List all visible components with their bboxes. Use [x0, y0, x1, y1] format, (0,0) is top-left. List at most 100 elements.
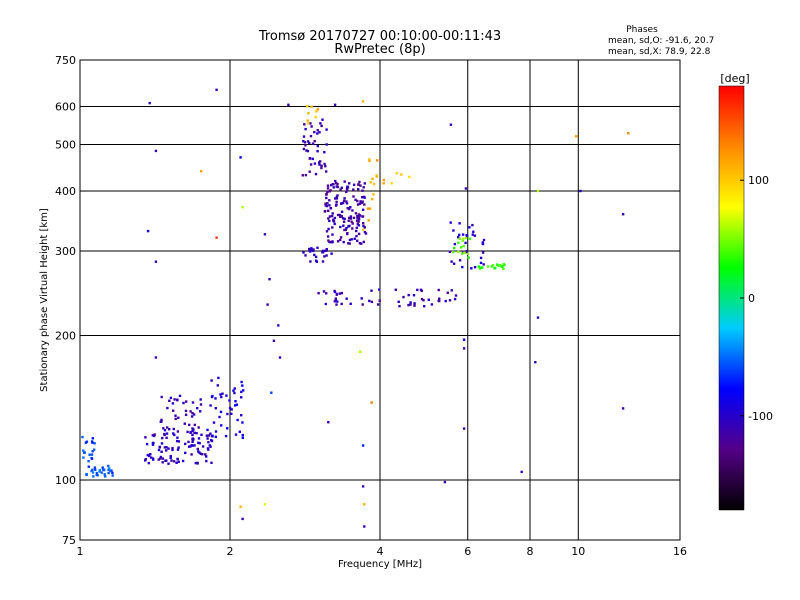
echo-point	[462, 250, 465, 254]
echo-point	[199, 398, 202, 401]
echo-point	[327, 209, 330, 212]
echo-point	[160, 442, 164, 445]
echo-point	[146, 453, 149, 457]
echo-point	[313, 130, 316, 134]
x-tick-label: 8	[527, 545, 534, 558]
echo-point	[458, 222, 461, 225]
echo-point	[90, 453, 94, 456]
echo-point	[226, 427, 229, 430]
echo-point	[444, 299, 447, 303]
echo-point	[361, 100, 365, 103]
echo-point	[348, 216, 351, 220]
echo-point	[266, 303, 269, 306]
echo-point	[339, 188, 342, 191]
echo-point	[468, 237, 472, 240]
echo-point	[408, 175, 411, 179]
echo-point	[307, 122, 310, 125]
echo-point	[413, 304, 416, 307]
echo-point	[169, 456, 172, 460]
y-tick-label: 200	[55, 330, 76, 343]
echo-point	[241, 384, 244, 387]
echo-point	[358, 180, 361, 184]
echo-point	[193, 423, 196, 427]
echo-point	[471, 223, 474, 227]
echo-point	[190, 453, 193, 456]
echo-point	[210, 379, 213, 382]
echo-point	[324, 202, 327, 205]
echo-point	[327, 227, 330, 231]
echo-point	[88, 453, 91, 456]
echo-point	[108, 467, 111, 470]
echo-point	[159, 455, 163, 459]
echo-point	[207, 441, 210, 444]
echo-point	[338, 292, 342, 295]
echo-point	[272, 339, 276, 342]
echo-point	[340, 215, 343, 218]
echo-point	[91, 437, 94, 440]
echo-point	[183, 422, 186, 425]
echo-point	[309, 260, 312, 263]
echo-point	[307, 112, 310, 115]
echo-point	[349, 302, 352, 305]
echo-point	[368, 299, 371, 303]
echo-point	[329, 206, 332, 210]
echo-point	[361, 303, 364, 306]
colorbar-tick-label: 100	[748, 174, 769, 187]
echo-point	[343, 197, 346, 200]
echo-point	[327, 217, 330, 220]
colorbar-tick-label: -100	[748, 410, 773, 423]
echo-point	[94, 468, 97, 471]
echo-point	[196, 407, 199, 410]
echo-point	[357, 213, 360, 216]
y-tick-label: 500	[55, 139, 76, 152]
echo-point	[341, 201, 345, 205]
echo-point	[191, 440, 194, 443]
echo-point	[382, 182, 385, 185]
echo-point	[316, 150, 319, 153]
echo-point	[341, 217, 345, 220]
echo-point	[338, 213, 342, 217]
echo-point	[325, 204, 329, 208]
echo-point	[145, 442, 149, 446]
echo-point	[470, 267, 473, 270]
echo-point	[352, 188, 355, 191]
echo-point	[423, 305, 426, 308]
echo-point	[361, 208, 365, 211]
echo-point	[191, 427, 194, 430]
echo-point	[160, 450, 163, 453]
echo-point	[95, 473, 98, 477]
echo-point	[357, 224, 361, 227]
echo-point	[497, 264, 500, 267]
echo-point	[457, 236, 460, 239]
echo-point	[336, 185, 340, 189]
echo-point	[107, 471, 110, 475]
echo-point	[345, 190, 348, 194]
echo-point	[184, 409, 188, 413]
echo-point	[311, 142, 315, 145]
x-tick-label: 6	[464, 545, 471, 558]
echo-point	[188, 423, 191, 427]
echo-point	[308, 157, 312, 160]
echo-point	[98, 468, 102, 472]
echo-point	[473, 234, 477, 237]
echo-point	[496, 263, 499, 266]
echo-point	[350, 238, 353, 241]
echo-point	[192, 413, 196, 416]
echo-point	[368, 158, 371, 161]
echo-point	[189, 431, 192, 434]
echo-point	[335, 197, 339, 200]
echo-point	[369, 181, 372, 184]
echo-point	[211, 394, 214, 398]
echo-point	[161, 461, 164, 464]
echo-point	[472, 230, 475, 233]
echo-point	[326, 202, 329, 205]
echo-point	[325, 292, 328, 295]
echo-point	[239, 505, 242, 508]
echo-point	[311, 157, 314, 161]
echo-point	[228, 406, 232, 410]
echo-point	[109, 469, 112, 473]
echo-point	[305, 149, 308, 152]
echo-point	[340, 210, 344, 213]
echo-point	[354, 212, 358, 215]
echo-point	[191, 438, 195, 442]
